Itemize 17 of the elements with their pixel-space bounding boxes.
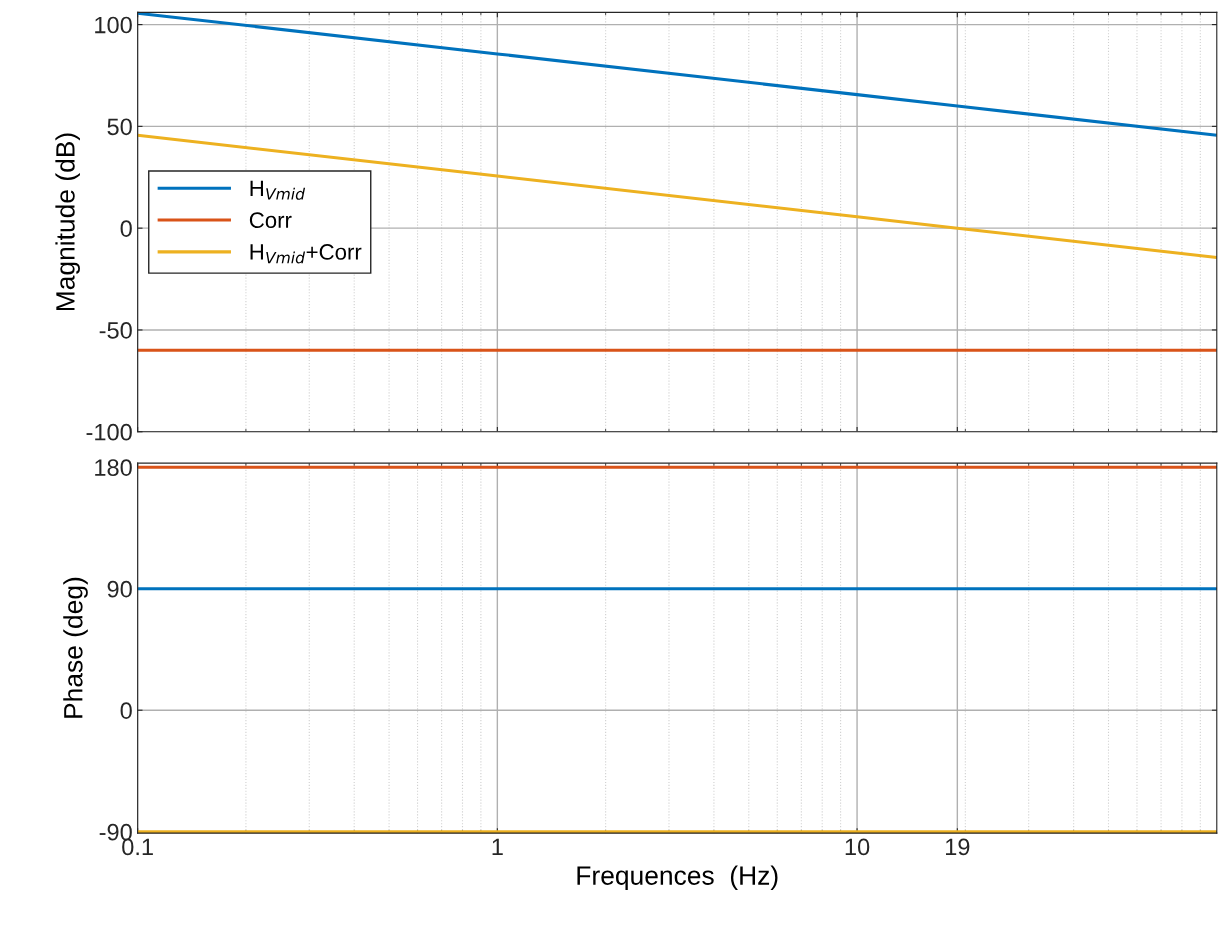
x-axis-title: Frequences (Hz) bbox=[577, 865, 778, 891]
y-axis-title: Magnitude (dB) bbox=[55, 133, 80, 311]
y-tick-label: 100 bbox=[95, 16, 132, 34]
y-tick-label: 180 bbox=[95, 459, 132, 476]
legend-label: H$_{Vmid}$ bbox=[250, 180, 306, 200]
x-tick-label: 10 bbox=[845, 838, 870, 856]
y-tick-label: 90 bbox=[107, 580, 132, 598]
y-tick-label: -100 bbox=[86, 423, 132, 441]
legend-label: H$_{Vmid}$+Corr bbox=[250, 244, 362, 264]
legend-label: Corr bbox=[249, 212, 292, 229]
y-tick-label: 50 bbox=[107, 118, 132, 136]
x-tick-label: 19 bbox=[946, 838, 970, 856]
y-tick-label: 0 bbox=[120, 702, 132, 719]
y-tick-label: 0 bbox=[120, 220, 132, 237]
y-tick-label: -50 bbox=[99, 322, 132, 339]
x-tick-label: 1 bbox=[492, 838, 503, 856]
y-axis-title: Phase (deg) bbox=[63, 577, 88, 718]
